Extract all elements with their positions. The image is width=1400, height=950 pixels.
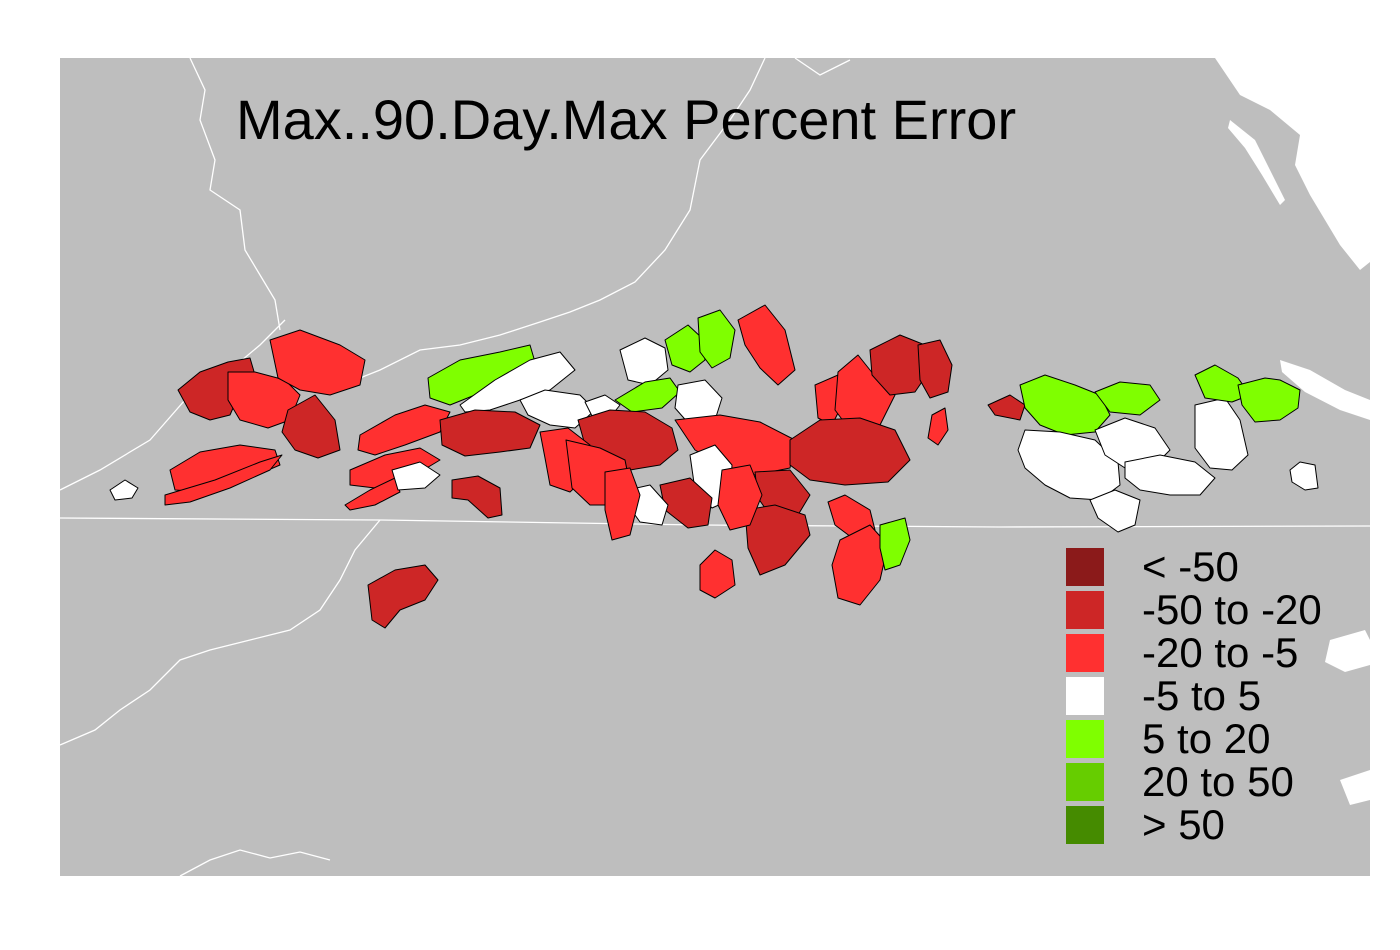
state-border-wv-va [329,57,766,391]
watershed-11 [357,404,451,456]
watershed-16 [451,475,503,519]
watershed-48 [1094,381,1161,416]
legend-swatch [1066,720,1104,758]
watershed-51 [1124,454,1216,496]
legend-item: 5 to 20 [1066,715,1366,762]
watershed-56 [1289,461,1319,491]
watershed-44 [699,549,736,599]
legend-swatch [1066,591,1104,629]
watershed-polygons [109,304,1319,629]
watershed-3 [269,329,366,396]
watershed-47 [1019,374,1111,436]
watershed-31 [917,339,953,399]
legend-item: -5 to 5 [1066,672,1366,719]
watershed-19 [697,309,736,369]
watershed-18 [664,324,706,373]
watershed-42 [831,524,889,606]
watershed-13 [344,477,401,511]
watershed-43 [879,517,911,571]
watershed-32 [927,407,949,446]
watershed-20 [737,304,796,386]
legend-label: > 50 [1142,801,1225,848]
watershed-35 [744,504,811,576]
state-border-md [794,57,851,76]
watershed-33 [789,417,911,486]
map-title: Max..90.Day.Max Percent Error [236,88,1017,151]
watershed-37 [717,464,763,531]
legend-label: < -50 [1142,543,1239,590]
sound-inlet-lower [1340,770,1370,805]
state-border-sc [179,849,331,877]
watershed-53 [1089,489,1141,533]
watershed-46 [987,394,1026,421]
watershed-6 [164,454,283,506]
legend-label: -5 to 5 [1142,672,1262,719]
legend-swatch [1066,763,1104,801]
legend-label: 5 to 20 [1142,715,1271,762]
legend-swatch [1066,634,1104,672]
chesapeake-bay [1215,58,1370,270]
watershed-17 [619,337,669,386]
legend-item: -20 to -5 [1066,629,1366,676]
legend-label: -20 to -5 [1142,629,1299,676]
legend-swatch [1066,806,1104,844]
legend-item: 20 to 50 [1066,758,1366,805]
watershed-15 [439,409,541,457]
coastal-water [1215,58,1370,805]
state-border-tn-nc [59,519,381,746]
watershed-29 [834,354,896,431]
legend-item: > 50 [1066,801,1366,848]
legend-swatch [1066,677,1104,715]
legend-item: -50 to -20 [1066,586,1366,633]
watershed-40 [604,467,641,541]
legend-label: -50 to -20 [1142,586,1322,633]
state-border-wv-ky [189,57,281,331]
watershed-28 [814,374,843,426]
watershed-45 [367,564,439,629]
coastline-inlet-east [1280,360,1370,420]
legend-item: < -50 [1066,543,1366,590]
bay-inlet-river [1228,120,1285,205]
legend-swatch [1066,548,1104,586]
watershed-14 [391,461,441,491]
watershed-4 [281,394,341,459]
watershed-55 [1237,377,1301,423]
legend-label: 20 to 50 [1142,758,1294,805]
sound-inlet [1325,630,1370,672]
watershed-7 [109,479,139,501]
